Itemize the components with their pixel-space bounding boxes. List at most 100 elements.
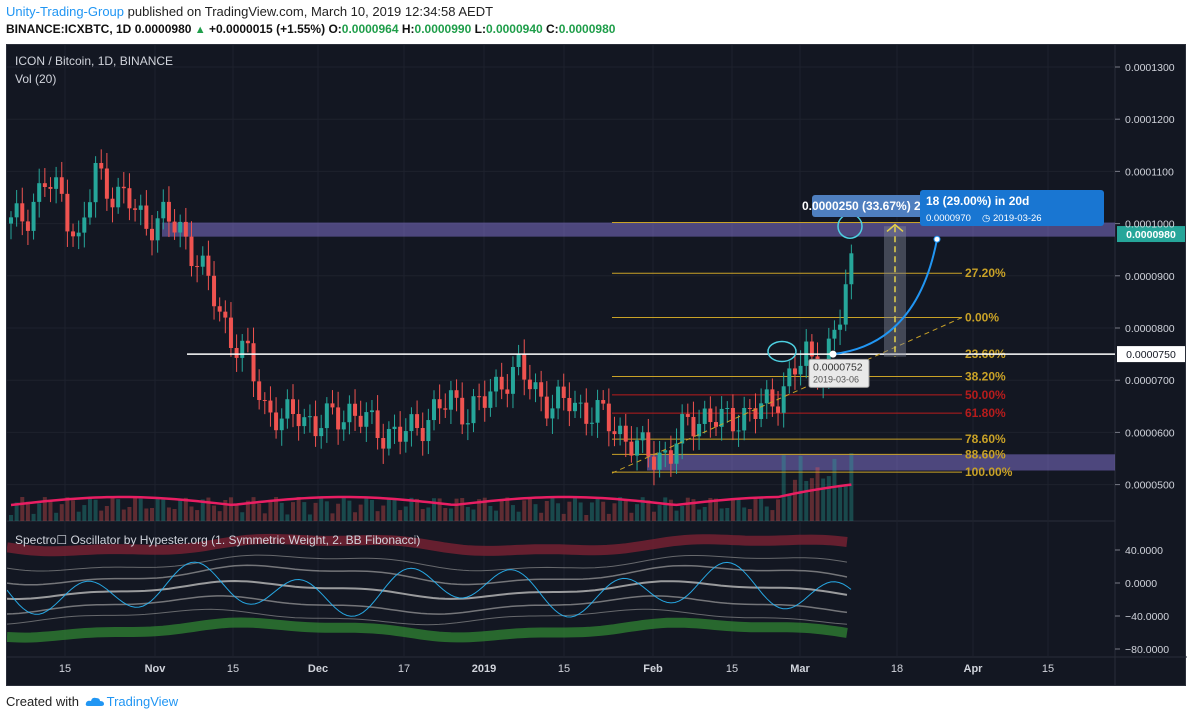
volume-bar [31, 513, 36, 521]
candle-body [573, 402, 577, 412]
volume-bar [815, 467, 820, 521]
volume-bar [432, 498, 436, 521]
candle-body [770, 389, 775, 407]
volume-ma-path [10, 483, 852, 507]
volume-bar [59, 504, 64, 521]
volume-bar [307, 514, 312, 521]
candle-body [375, 410, 380, 439]
candle-body [747, 407, 752, 409]
candle-body [31, 201, 36, 231]
volume-bar [279, 502, 284, 521]
candle-body [59, 177, 64, 194]
volume-bar [291, 502, 295, 521]
candle-body [324, 403, 329, 429]
high-label: H: [401, 22, 415, 36]
candle-body [595, 400, 600, 423]
open-value: 0.0000964 [341, 22, 399, 36]
volume-bar [42, 497, 47, 521]
candle-body [9, 217, 13, 224]
candle-body [792, 368, 797, 375]
chart-canvas[interactable]: 27.20%0.00%23.60%38.20%50.00%61.80%78.60… [7, 45, 1187, 687]
time-tick-label: Mar [790, 663, 810, 675]
candle-body [826, 338, 831, 378]
candle-body [415, 414, 420, 429]
time-tick-label: 15 [227, 663, 239, 675]
measure-label-text: 0.0000250 (33.67%) 250 [802, 199, 934, 213]
volume-bar [640, 497, 645, 521]
volume-bar [516, 511, 521, 521]
candle-body [533, 382, 538, 390]
volume-bar [601, 501, 606, 521]
price-tick-label: 0.0001100 [1125, 166, 1174, 178]
volume-bar [448, 508, 453, 521]
candle-body [234, 347, 239, 358]
volume-bar [561, 513, 566, 521]
candle-body [296, 414, 301, 427]
candle-body [550, 408, 555, 419]
candle-body [409, 414, 414, 432]
point-date-text: 2019-03-06 [813, 374, 859, 384]
candle-body [183, 221, 188, 237]
projection-label-box [920, 190, 1104, 226]
price-tick-label: 0.0000900 [1125, 271, 1175, 283]
volume-bar [369, 499, 374, 521]
candle-body [753, 408, 758, 420]
candle-body [336, 407, 341, 430]
volume-bar [742, 507, 747, 521]
volume-bar [116, 499, 121, 521]
volume-bar [685, 497, 690, 521]
volume-bar [104, 505, 109, 521]
candle-body [364, 412, 369, 427]
candle-body [285, 399, 290, 419]
volume-bar [454, 498, 459, 521]
candle-body [623, 425, 628, 442]
tradingview-brand[interactable]: TradingView [106, 694, 179, 709]
candle-body [251, 343, 256, 382]
volume-bar [730, 498, 735, 521]
volume-bar [285, 514, 290, 521]
author-link[interactable]: Unity-Trading-Group [6, 4, 125, 19]
volume-bar [409, 497, 414, 521]
candle-body [200, 255, 205, 267]
volume-bar [403, 506, 408, 521]
candle-body [759, 403, 764, 420]
chart-area[interactable]: 27.20% 0.00% 23.60% 38.20% 50.00% 61.80% 78.60… [6, 44, 1187, 687]
level-price-tag-text: 0.0000750 [1126, 349, 1176, 361]
volume-bar [330, 513, 335, 521]
candle-body [443, 408, 448, 410]
volume-label: Vol (20) [15, 72, 56, 86]
volume-bar [522, 500, 527, 521]
volume-bar [200, 499, 205, 521]
candle-body [640, 432, 645, 441]
candle-body [330, 403, 335, 408]
volume-bar [420, 509, 425, 521]
annotations[interactable]: 0.0000750 0.0000980 0.0000250 (33.67%) 250… [187, 190, 1185, 474]
time-tick-label: Nov [145, 663, 167, 675]
time-tick-label: 15 [726, 663, 738, 675]
candle-body [116, 186, 121, 208]
volume-bar [589, 502, 594, 521]
publish-header: Unity-Trading-Group published on Trading… [0, 0, 1192, 40]
candle-body [420, 428, 425, 442]
projection-curve[interactable] [832, 239, 938, 356]
high-value: 0.0000990 [414, 22, 472, 36]
close-label: C: [546, 22, 559, 36]
volume-bar [443, 507, 448, 521]
oscillator-signal [7, 561, 852, 618]
volume-bar [386, 497, 391, 521]
volume-bar [93, 499, 98, 521]
volume-bar [804, 480, 809, 521]
candle-body [87, 202, 92, 218]
volume-bar [138, 498, 143, 521]
footer: Created with TradingView [0, 686, 1192, 718]
candle-body [516, 354, 521, 368]
volume-bar [584, 514, 589, 521]
volume-bar [223, 499, 228, 521]
volume-bar [465, 506, 470, 521]
fib-level-label: 100.00% [965, 465, 1013, 479]
candle-body [657, 452, 662, 470]
osc-tick-label: −80.0000 [1125, 644, 1169, 656]
candle-body [189, 236, 194, 267]
candle-body [206, 255, 211, 276]
low-label: L: [474, 22, 486, 36]
